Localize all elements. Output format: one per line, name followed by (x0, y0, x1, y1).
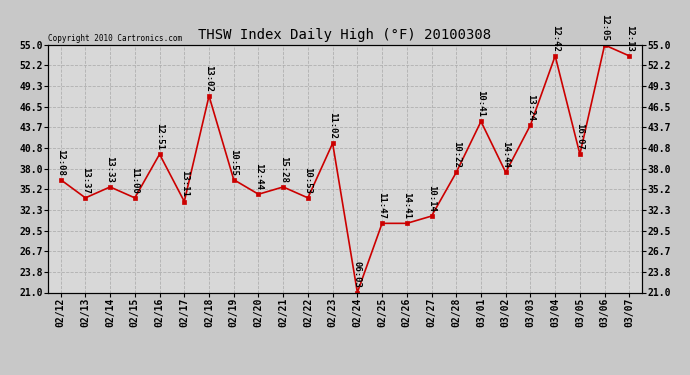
Text: 13:37: 13:37 (81, 167, 90, 194)
Text: 10:53: 10:53 (304, 167, 313, 194)
Text: 10:55: 10:55 (229, 148, 238, 176)
Text: 06:03: 06:03 (353, 261, 362, 288)
Text: 14:44: 14:44 (501, 141, 510, 168)
Title: THSW Index Daily High (°F) 20100308: THSW Index Daily High (°F) 20100308 (199, 28, 491, 42)
Text: 15:28: 15:28 (279, 156, 288, 183)
Text: 10:22: 10:22 (452, 141, 461, 168)
Text: 12:44: 12:44 (254, 163, 263, 190)
Text: 12:51: 12:51 (155, 123, 164, 150)
Text: 12:13: 12:13 (625, 25, 634, 52)
Text: 10:14: 10:14 (427, 185, 436, 212)
Text: 11:02: 11:02 (328, 112, 337, 139)
Text: 13:02: 13:02 (204, 65, 213, 92)
Text: 13:24: 13:24 (526, 94, 535, 121)
Text: 11:00: 11:00 (130, 167, 139, 194)
Text: 14:41: 14:41 (402, 192, 411, 219)
Text: 10:41: 10:41 (477, 90, 486, 117)
Text: Copyright 2010 Cartronics.com: Copyright 2010 Cartronics.com (48, 33, 182, 42)
Text: 13:33: 13:33 (106, 156, 115, 183)
Text: 12:08: 12:08 (56, 148, 65, 176)
Text: 11:47: 11:47 (377, 192, 386, 219)
Text: 12:05: 12:05 (600, 14, 609, 41)
Text: 13:11: 13:11 (180, 171, 189, 197)
Text: 16:07: 16:07 (575, 123, 584, 150)
Text: 12:42: 12:42 (551, 25, 560, 52)
